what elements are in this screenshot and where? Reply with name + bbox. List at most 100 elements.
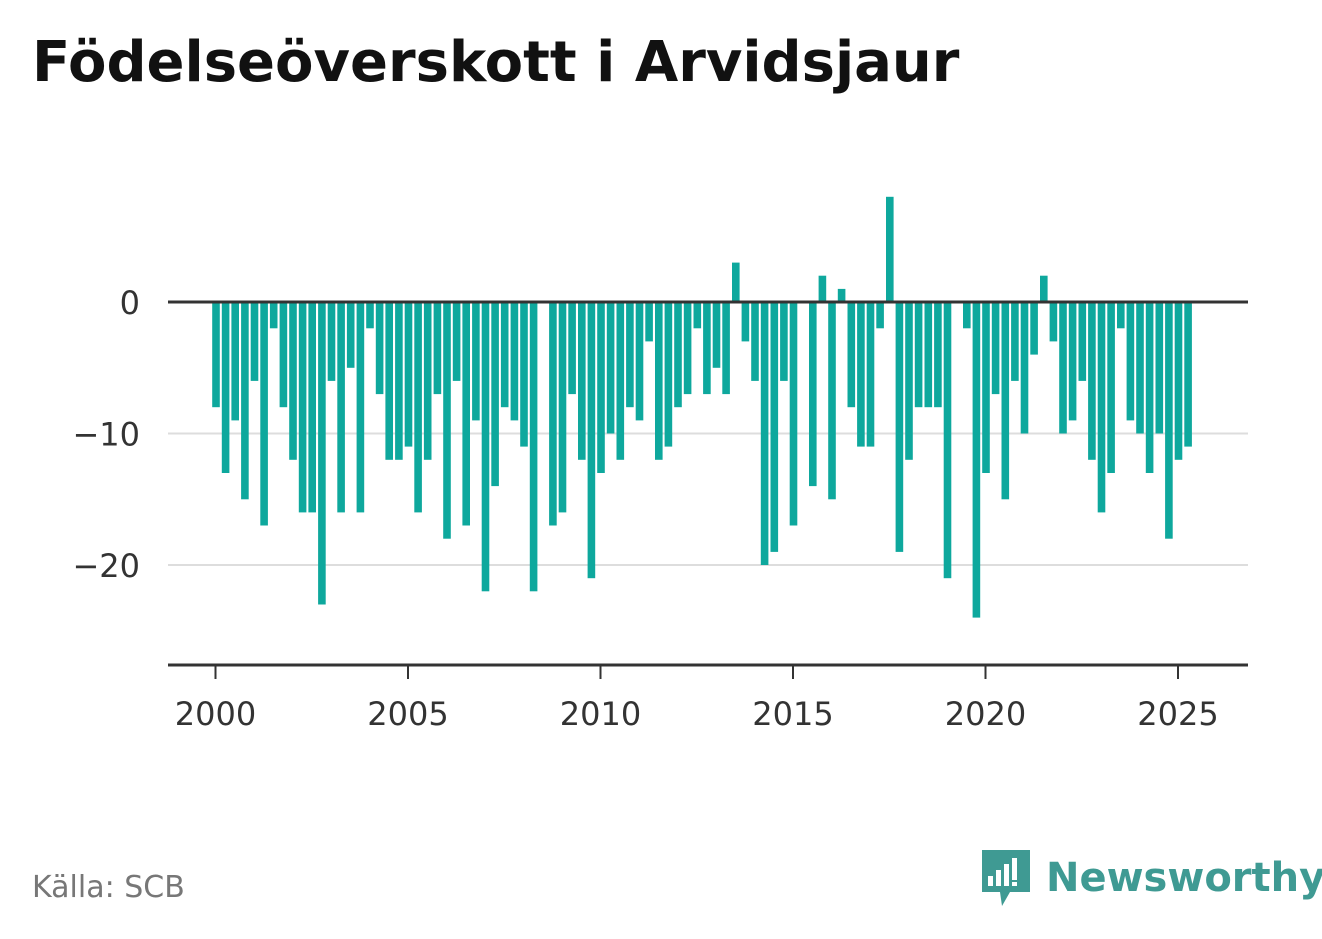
bar (212, 302, 220, 408)
bar (414, 302, 422, 513)
bar (356, 302, 365, 513)
bar (1126, 302, 1135, 421)
bar (770, 302, 779, 552)
bar (260, 302, 268, 526)
y-tick-label: −20 (72, 547, 140, 585)
bar (895, 302, 904, 552)
chart-title: Födelseöverskott i Arvidsjaur (32, 30, 960, 95)
bars (212, 196, 1192, 618)
bar (847, 302, 856, 408)
x-tick-label: 2020 (945, 695, 1026, 733)
bar (462, 302, 470, 526)
bar (703, 302, 711, 395)
bar (789, 302, 798, 526)
bar (241, 302, 249, 500)
bar (366, 302, 374, 329)
bar (221, 302, 230, 473)
bar (587, 302, 596, 579)
bar (443, 302, 451, 539)
bar (934, 302, 942, 408)
bar (655, 302, 663, 460)
bar (809, 302, 817, 487)
bar (510, 302, 519, 421)
bar (712, 302, 721, 368)
bar (732, 262, 740, 302)
bar (472, 302, 480, 421)
bar (1088, 302, 1096, 460)
bar (1136, 302, 1144, 434)
bar (404, 302, 413, 447)
bar (269, 302, 278, 329)
bar (828, 302, 836, 500)
bar (924, 302, 933, 408)
bar (780, 302, 788, 381)
bar (837, 288, 846, 302)
bar (298, 302, 307, 513)
bar (626, 302, 634, 408)
x-tick-label: 2010 (560, 695, 641, 733)
bar (741, 302, 750, 342)
bar (337, 302, 345, 513)
bar (327, 302, 336, 381)
gridlines (168, 432, 1248, 566)
bar (597, 302, 605, 473)
bar (395, 302, 403, 460)
bar (250, 302, 259, 381)
bar (876, 302, 884, 329)
bar (914, 302, 923, 408)
bar (963, 302, 971, 329)
x-tick-label: 2015 (752, 695, 833, 733)
bar (318, 302, 326, 605)
bar (693, 302, 702, 329)
bar (568, 302, 576, 395)
bar (1097, 302, 1106, 513)
bar (683, 302, 692, 395)
bar (1145, 302, 1154, 473)
bar (289, 302, 297, 460)
bar (1001, 302, 1010, 500)
brand-name: Newsworthy (1046, 855, 1322, 901)
bar (1107, 302, 1115, 473)
y-tick-label: 0 (120, 284, 140, 322)
y-tick-label: −10 (72, 416, 140, 454)
tick-labels: 0 −10 −20 2000 2005 2010 2015 2020 2025 (72, 284, 1218, 733)
bar (481, 302, 490, 592)
bar (529, 302, 538, 592)
bar (1059, 302, 1067, 434)
bar (982, 302, 990, 473)
bar (1068, 302, 1077, 421)
bar (1040, 275, 1048, 302)
bar (231, 302, 239, 421)
bar (491, 302, 499, 487)
bar (635, 302, 644, 421)
bar (500, 302, 509, 408)
newsworthy-logo-icon (982, 850, 1030, 906)
bar (578, 302, 586, 460)
bar (1049, 302, 1058, 342)
bar (1165, 302, 1173, 539)
bar (674, 302, 682, 408)
bar (423, 302, 432, 460)
bar (1011, 302, 1019, 381)
bar (452, 302, 461, 381)
bar (818, 275, 827, 302)
bar (972, 302, 981, 618)
bar (886, 196, 894, 302)
bar (1020, 302, 1029, 434)
bar (1117, 302, 1125, 329)
bar (760, 302, 769, 565)
bar (606, 302, 615, 434)
bar (905, 302, 913, 460)
bar (346, 302, 355, 368)
bar (751, 302, 759, 381)
bar (1184, 302, 1192, 447)
bar (549, 302, 557, 526)
brand-logo[interactable]: Newsworthy (980, 848, 1322, 908)
bar (558, 302, 567, 513)
bar (1078, 302, 1087, 381)
bar (1030, 302, 1038, 355)
x-tick-label: 2000 (175, 695, 256, 733)
axes (168, 300, 1248, 679)
bar (1174, 302, 1183, 460)
